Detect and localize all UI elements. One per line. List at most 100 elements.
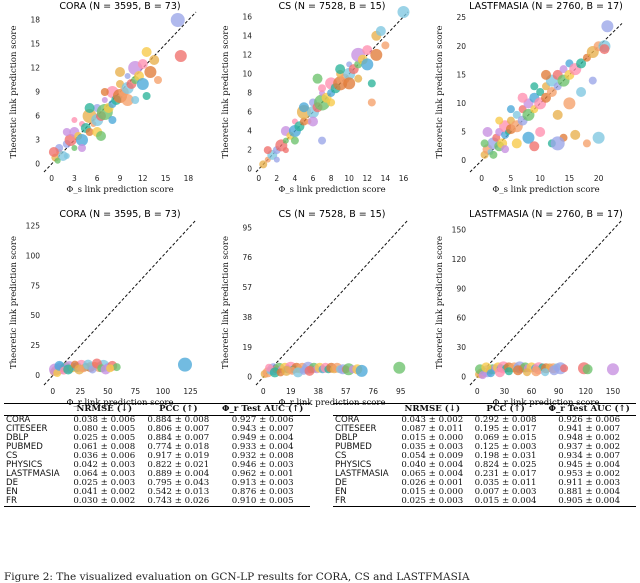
scatter-point <box>529 141 540 152</box>
y-tick-label: 30 <box>456 343 466 352</box>
scatter-point <box>381 41 390 50</box>
scatter-point <box>259 160 268 169</box>
scatter-point <box>549 365 560 376</box>
y-axis-label: Theoretic link prediction score <box>435 26 445 159</box>
dataset-name-cell: PUBMED <box>6 442 43 453</box>
dataset-name-cell: PHYSICS <box>335 460 372 471</box>
identity-diagonal <box>255 219 409 386</box>
metric-cell: 0.198 ± 0.031 <box>474 451 537 462</box>
metric-cell: 0.542 ± 0.013 <box>147 487 210 498</box>
metric-cell: 0.015 ± 0.004 <box>474 496 537 507</box>
scatter-point <box>136 78 149 90</box>
scatter-point <box>367 98 376 107</box>
results-table-right: NRMSE (↓) PCC (↑) Φ_r Test AUC (↑) CORA 0… <box>333 403 636 507</box>
scatter-point <box>560 364 569 373</box>
y-tick-label: 0 <box>247 165 252 174</box>
y-tick-label: 0 <box>461 373 466 382</box>
dataset-name-cell: CORA <box>6 415 31 426</box>
panel-title: CORA (N = 3595, B = 73) <box>59 209 180 220</box>
scatter-point <box>282 137 289 144</box>
metric-cell: 0.824 ± 0.025 <box>474 460 537 471</box>
y-tick-label: 19 <box>242 343 252 352</box>
dataset-name-cell: LASTFMASIA <box>6 469 60 480</box>
y-tick-label: 16 <box>242 12 252 21</box>
scatter-point <box>137 59 148 69</box>
y-tick-label: 3 <box>35 136 40 145</box>
metric-cell: 0.946 ± 0.003 <box>231 460 294 471</box>
scatter-point <box>115 67 125 77</box>
x-tick-label: 15 <box>565 174 575 183</box>
metric-cell: 0.065 ± 0.004 <box>401 469 464 480</box>
table-row: PUBMED 0.035 ± 0.003 0.125 ± 0.003 0.937 ± … <box>333 443 636 452</box>
x-tick-label: 50 <box>103 387 113 396</box>
y-axis-label: Theoretic link prediction score <box>9 236 19 369</box>
dataset-name-cell: DBLP <box>6 433 29 444</box>
column-header: NRMSE (↓) <box>76 404 133 414</box>
x-tick-label: 4 <box>293 174 298 183</box>
metric-cell: 0.876 ± 0.003 <box>231 487 294 498</box>
scatter-point <box>308 116 318 127</box>
panel-title: CORA (N = 3595, B = 73) <box>59 1 180 12</box>
scatter-point <box>393 361 406 374</box>
metric-cell: 0.041 ± 0.002 <box>73 487 136 498</box>
scatter-point <box>601 20 614 33</box>
scatter-point <box>170 13 185 27</box>
scatter-point <box>154 76 162 84</box>
x-axis-label: Φ_r link prediction score <box>493 398 600 408</box>
x-tick-label: 2 <box>274 174 279 183</box>
y-tick-label: 95 <box>242 223 252 232</box>
metric-cell: 0.036 ± 0.006 <box>73 451 136 462</box>
y-tick-label: 100 <box>26 251 41 260</box>
metric-cell: 0.941 ± 0.007 <box>558 424 621 435</box>
table-row: PUBMED 0.061 ± 0.008 0.774 ± 0.018 0.933 ± … <box>4 443 310 452</box>
scatter-point <box>570 129 581 140</box>
y-tick-label: 6 <box>35 112 40 121</box>
x-tick-label: 0 <box>261 387 266 396</box>
scatter-point <box>282 147 289 154</box>
y-tick-label: 12 <box>242 50 252 59</box>
dataset-name-cell: EN <box>335 487 347 498</box>
table-row: CORA 0.043 ± 0.002 0.292 ± 0.008 0.926 ± 0.… <box>333 416 636 426</box>
panel-title: LASTFMASIA (N = 2760, B = 17) <box>469 209 623 220</box>
scatter-point <box>71 117 78 123</box>
metric-cell: 0.927 ± 0.006 <box>231 415 294 426</box>
dataset-name-cell: CITESEER <box>6 424 48 435</box>
y-tick-label: 38 <box>242 313 252 322</box>
metric-cell: 0.025 ± 0.003 <box>401 496 464 507</box>
x-tick-label: 12 <box>138 174 148 183</box>
table-row: FR 0.030 ± 0.002 0.743 ± 0.026 0.910 ± 0.00… <box>4 497 310 507</box>
metric-cell: 0.889 ± 0.004 <box>147 469 210 480</box>
scatter-point <box>559 65 568 74</box>
scatter-point <box>482 127 493 137</box>
x-tick-label: 3 <box>72 174 77 183</box>
metric-cell: 0.054 ± 0.009 <box>401 451 464 462</box>
y-tick-label: 150 <box>452 225 467 234</box>
metric-cell: 0.822 ± 0.021 <box>147 460 210 471</box>
metric-cell: 0.125 ± 0.003 <box>474 442 537 453</box>
x-tick-label: 9 <box>118 174 123 183</box>
column-header: Φ_r Test AUC (↑) <box>222 404 304 414</box>
table-row: LASTFMASIA 0.064 ± 0.003 0.889 ± 0.004 0.96… <box>4 470 310 479</box>
scatter-point <box>541 69 551 80</box>
scatter-point <box>494 367 505 378</box>
y-tick-label: 0 <box>35 371 40 380</box>
metric-cell: 0.015 ± 0.000 <box>401 433 464 444</box>
dataset-name-cell: LASTFMASIA <box>335 469 389 480</box>
metric-cell: 0.025 ± 0.003 <box>73 478 136 489</box>
identity-diagonal <box>43 219 197 386</box>
metric-cell: 0.061 ± 0.008 <box>73 442 136 453</box>
table-row: PHYSICS 0.040 ± 0.004 0.824 ± 0.025 0.945 ±… <box>333 461 636 470</box>
y-tick-label: 9 <box>35 88 40 97</box>
x-tick-label: 60 <box>527 387 537 396</box>
metric-cell: 0.884 ± 0.008 <box>147 415 210 426</box>
column-header: PCC (↑) <box>159 404 198 414</box>
metric-cell: 0.948 ± 0.002 <box>558 433 621 444</box>
scatter-point <box>299 117 308 126</box>
scatter-point <box>582 139 591 148</box>
table-row: CORA 0.038 ± 0.006 0.884 ± 0.008 0.927 ± 0.… <box>4 416 310 426</box>
x-tick-label: 95 <box>396 387 406 396</box>
x-tick-label: 75 <box>131 387 141 396</box>
scatter-point <box>131 96 140 104</box>
metric-cell: 0.937 ± 0.002 <box>558 442 621 453</box>
scatter-point <box>121 94 134 106</box>
